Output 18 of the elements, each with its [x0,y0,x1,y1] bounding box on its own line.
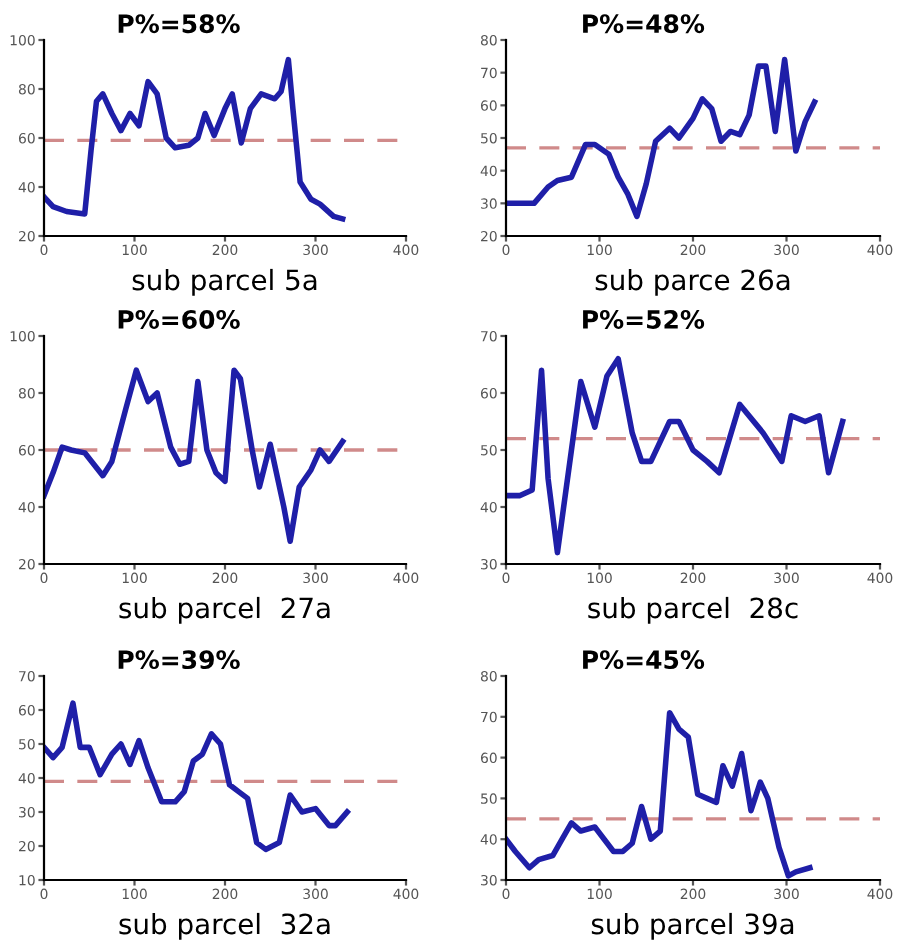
line-series [44,367,346,544]
line-series [506,56,818,220]
line-series [506,709,813,879]
chart-title: P%=58% [118,14,240,34]
chart-title: P%=48% [583,14,705,34]
chart-title: P%=52% [583,309,705,329]
line-series [506,356,846,556]
x-axis-title: sub parcel 32a [119,912,330,940]
x-axis-title: sub parce 26a [595,268,790,296]
x-axis-title: sub parcel 5a [132,268,317,296]
line-series [44,700,350,853]
chart-title: P%=60% [118,309,240,329]
x-axis-title: sub parcel 39a [591,912,794,940]
x-axis-title: sub parcel 27a [119,596,330,624]
line-series [44,56,346,222]
chart-title: P%=39% [118,650,240,670]
x-axis-title: sub parcel 28c [588,596,798,624]
chart-title: P%=45% [583,650,705,670]
